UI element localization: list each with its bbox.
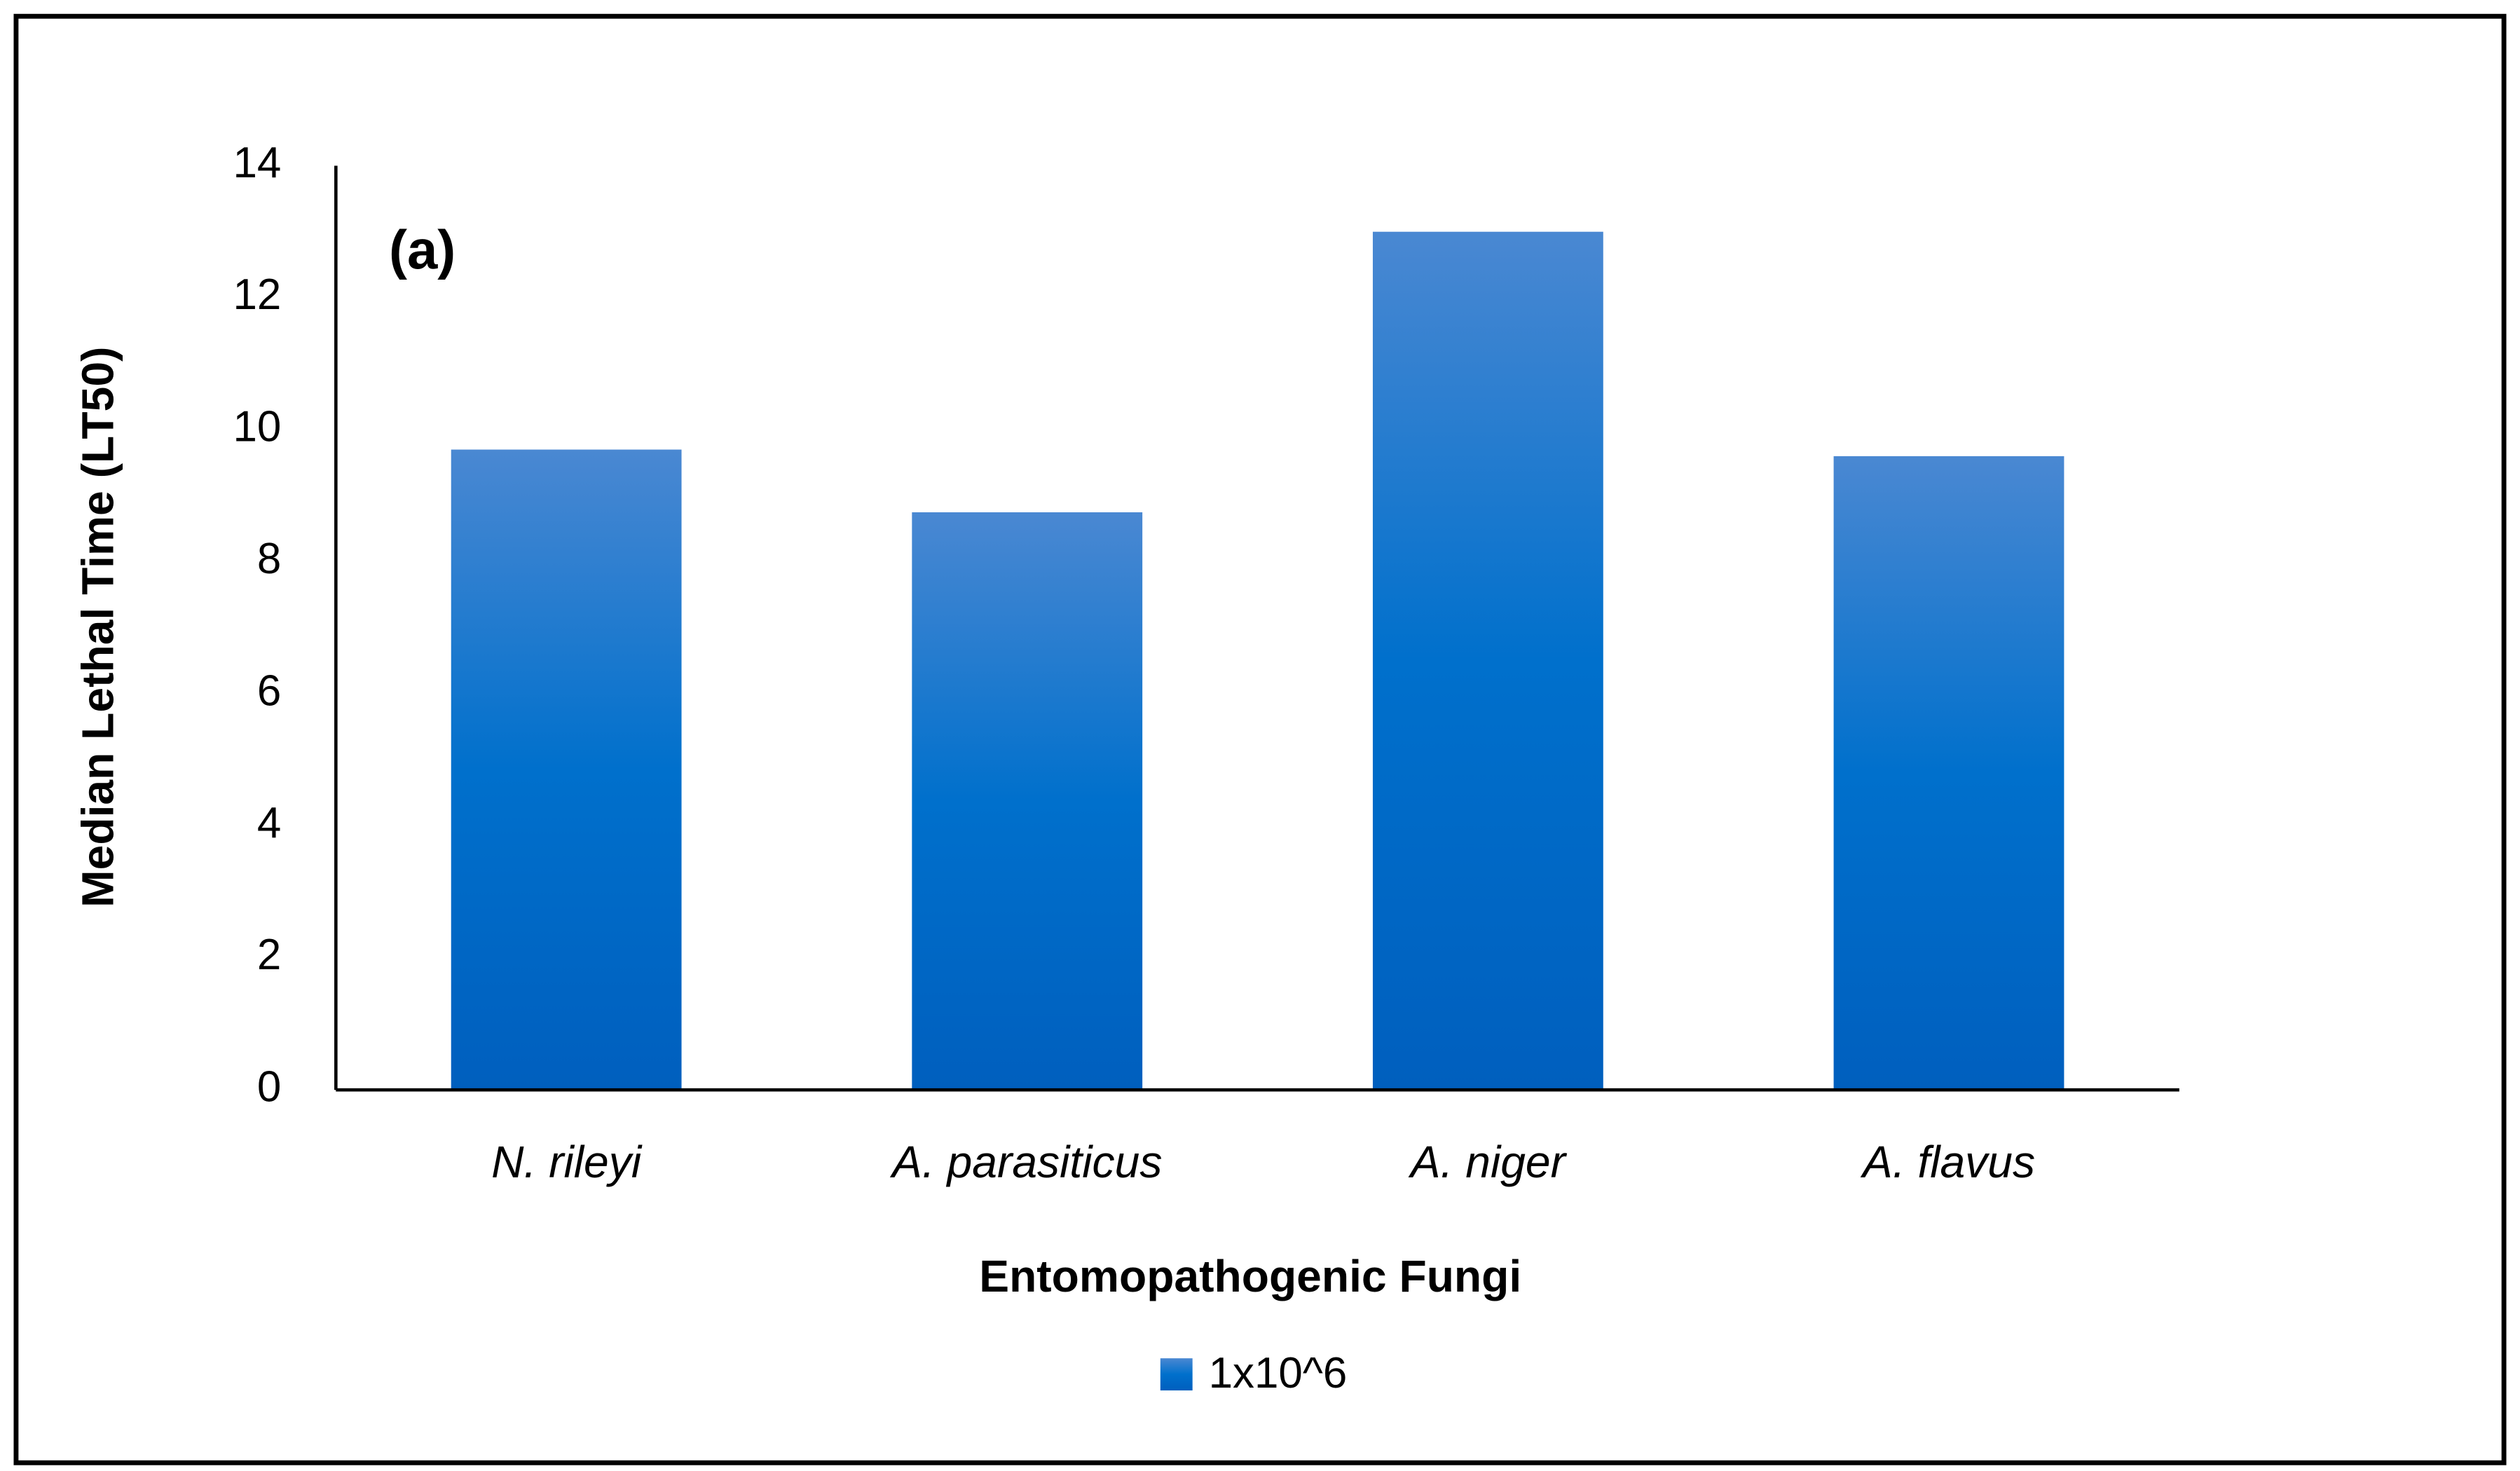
y-tick-label: 8 (257, 535, 281, 583)
chart-frame (13, 13, 2507, 1465)
x-tick-label: A. flavus (1860, 1137, 2035, 1187)
y-tick-label: 14 (233, 139, 281, 187)
y-tick-label: 6 (257, 666, 281, 715)
x-tick-label: A. parasiticus (889, 1137, 1162, 1187)
x-axis-title: Entomopathogenic Fungi (979, 1251, 1521, 1301)
x-tick-label: A. niger (1408, 1137, 1568, 1187)
y-axis-title: Median Lethal Time (LT50) (72, 347, 123, 908)
y-tick-label: 4 (257, 799, 281, 847)
y-tick-label: 12 (233, 271, 281, 319)
y-tick-label: 2 (257, 931, 281, 979)
bar (1372, 231, 1603, 1090)
legend-label: 1x10^6 (1209, 1349, 1348, 1397)
bar (1833, 456, 2064, 1090)
y-tick-label: 0 (257, 1063, 281, 1111)
legend-swatch (1160, 1358, 1193, 1391)
bar (451, 449, 682, 1090)
x-tick-label: N. rileyi (491, 1137, 643, 1187)
annotation: (a) (389, 219, 456, 280)
bar (912, 512, 1143, 1090)
y-tick-label: 10 (233, 403, 281, 451)
